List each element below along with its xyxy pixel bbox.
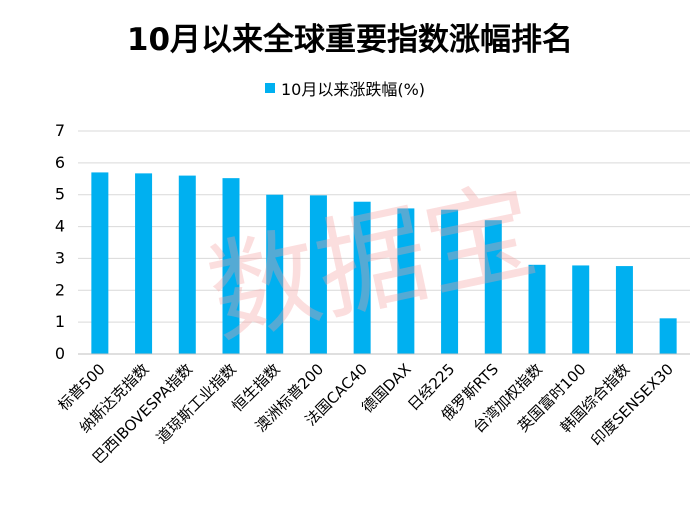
y-tick-label: 6: [55, 153, 65, 172]
bar: [266, 194, 284, 354]
legend: 10月以来涨跌幅(%): [265, 78, 426, 99]
bar: [135, 173, 153, 354]
bar: [353, 201, 371, 354]
y-tick-label: 3: [55, 248, 65, 267]
y-tick-label: 2: [55, 280, 65, 299]
bar: [222, 178, 240, 354]
bar: [441, 209, 459, 354]
y-tick-label: 5: [55, 185, 65, 204]
bar: [309, 195, 327, 354]
bar: [484, 220, 502, 354]
legend-swatch: [265, 83, 275, 93]
bar: [397, 208, 415, 354]
y-tick-label: 0: [55, 344, 65, 363]
chart-title: 10月以来全球重要指数涨幅排名: [126, 22, 574, 58]
y-tick-label: 4: [55, 217, 65, 236]
bar: [528, 264, 546, 354]
bar: [615, 266, 633, 354]
bar: [91, 172, 109, 354]
y-tick-label: 1: [55, 312, 65, 331]
legend-label: 10月以来涨跌幅(%): [281, 80, 426, 99]
bar: [178, 175, 196, 354]
x-tick-label: 道琼斯工业指数: [153, 360, 240, 447]
bar: [659, 318, 677, 354]
bar: [572, 265, 590, 354]
y-tick-label: 7: [55, 121, 65, 140]
